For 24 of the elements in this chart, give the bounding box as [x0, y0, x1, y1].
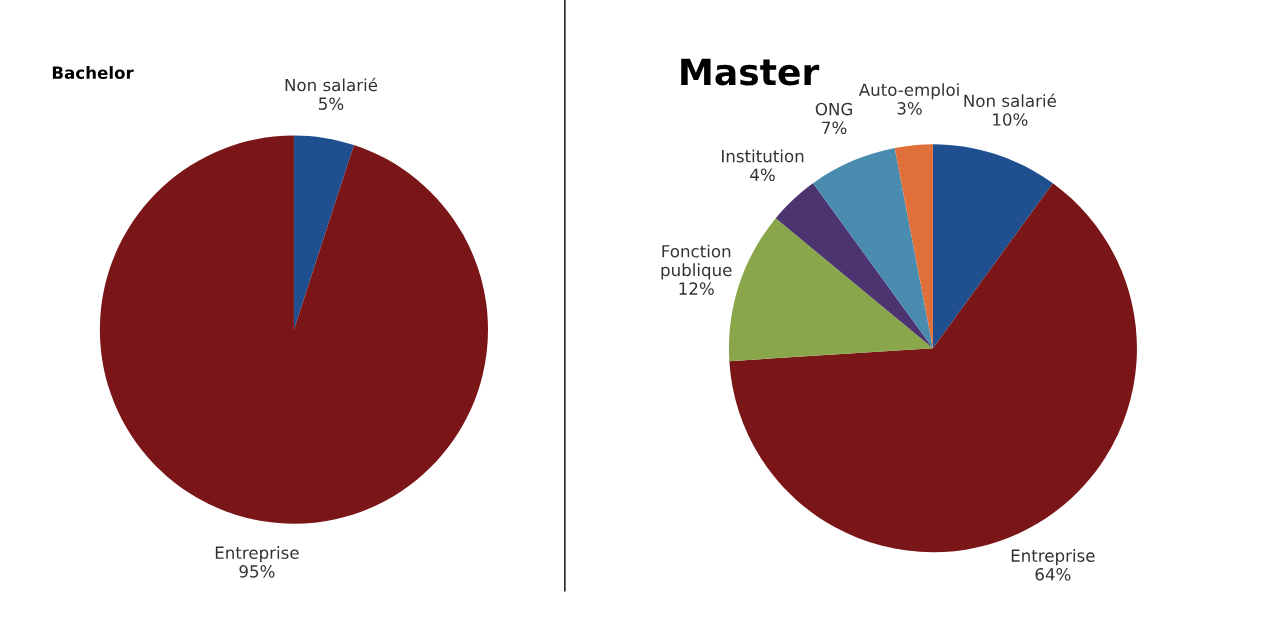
- data-label: 12%: [679, 282, 714, 295]
- pie-slice: [932, 144, 1053, 349]
- pie-slice: [293, 135, 354, 330]
- slice-label: Fonction publique: [661, 244, 732, 280]
- data-label: 64%: [1035, 567, 1071, 581]
- slice-label: Non salarié: [285, 77, 378, 92]
- pie-slice: [813, 147, 933, 349]
- pie-slice: [99, 135, 488, 524]
- slice-label: Institution: [722, 149, 804, 163]
- data-label: 3%: [897, 102, 922, 115]
- data-label: 5%: [319, 97, 344, 110]
- chart-title: Master: [681, 58, 820, 86]
- data-label: 95%: [239, 565, 275, 578]
- data-label: 7%: [822, 121, 847, 135]
- chart-title: Bachelor: [52, 66, 134, 79]
- slice-label: Entreprise: [215, 546, 299, 563]
- pie-slice: [775, 183, 933, 349]
- slice-label: Non salarié: [964, 93, 1056, 108]
- data-label: 4%: [750, 168, 775, 182]
- slice-label: ONG: [815, 102, 852, 116]
- slice-label: Entreprise: [1011, 549, 1095, 566]
- pie-slice: [894, 144, 933, 349]
- slice-label: Auto-emploi: [858, 83, 959, 100]
- data-label: 10%: [993, 113, 1028, 126]
